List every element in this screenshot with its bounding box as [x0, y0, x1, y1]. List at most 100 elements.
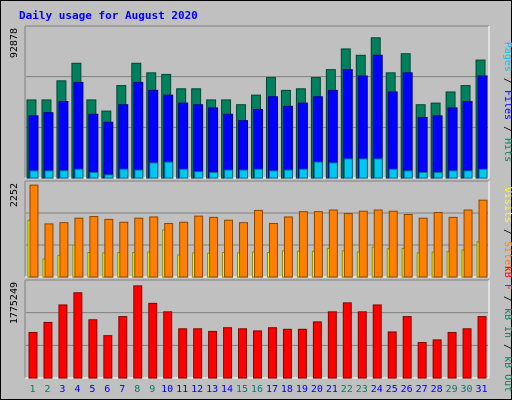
bar-kb-day-18	[282, 328, 292, 379]
day-label-9: 9	[149, 384, 155, 395]
bar-sites-day-26	[403, 213, 413, 278]
bar-files-day-18	[282, 105, 293, 179]
bar-kb-day-1	[28, 331, 38, 379]
bar-pages-day-4	[74, 168, 84, 179]
bar-kb-day-5	[88, 319, 98, 379]
bar-sites-day-19	[298, 211, 308, 278]
bar-sites-day-15	[239, 222, 249, 278]
day-label-26: 26	[401, 384, 413, 395]
bar-pages-day-8	[134, 169, 144, 179]
bar-kb-day-21	[327, 311, 337, 379]
bar-pages-day-22	[343, 158, 353, 179]
bar-pages-day-29	[448, 170, 458, 179]
bar-files-day-11	[178, 102, 189, 179]
bar-sites-day-20	[313, 211, 323, 278]
bar-kb-day-22	[342, 302, 352, 379]
day-label-2: 2	[44, 384, 50, 395]
legend-item-kb-f: kB F	[502, 266, 512, 290]
bar-files-day-1	[28, 115, 39, 179]
bar-pages-day-13	[209, 171, 219, 179]
day-label-10: 10	[161, 384, 173, 395]
bar-pages-day-1	[29, 170, 39, 179]
bar-kb-day-15	[238, 328, 248, 379]
bar-pages-day-11	[179, 168, 189, 179]
legend-separator: /	[502, 120, 512, 138]
day-label-19: 19	[296, 384, 308, 395]
bar-sites-day-7	[119, 221, 129, 278]
bar-files-day-2	[43, 112, 54, 179]
bar-pages-day-30	[463, 170, 473, 179]
bar-kb-day-16	[253, 330, 262, 379]
bar-sites-day-17	[268, 222, 278, 278]
bar-kb-day-14	[223, 327, 233, 379]
day-label-1: 1	[29, 384, 35, 395]
legend-item-kb-in: kB In	[502, 308, 512, 338]
bar-kb-day-29	[447, 331, 457, 379]
day-label-18: 18	[281, 384, 293, 395]
bar-files-day-19	[297, 102, 308, 179]
bar-kb-day-24	[372, 304, 382, 379]
y-max-label-2: 2252	[9, 183, 20, 207]
bar-sites-day-9	[149, 216, 159, 278]
bar-files-day-5	[88, 113, 99, 179]
day-label-21: 21	[326, 384, 338, 395]
bar-pages-day-18	[283, 169, 293, 179]
bar-files-day-27	[417, 116, 428, 179]
bar-files-day-17	[267, 96, 278, 179]
bar-sites-day-29	[448, 216, 458, 278]
bar-sites-day-25	[388, 210, 398, 278]
bar-kb-day-31	[477, 316, 487, 379]
legend-separator: /	[502, 223, 512, 241]
bar-sites-day-28	[433, 211, 443, 278]
day-label-4: 4	[74, 384, 80, 395]
bar-kb-day-25	[387, 331, 397, 379]
day-label-5: 5	[89, 384, 95, 395]
bar-kb-day-4	[73, 292, 83, 379]
bar-sites-day-23	[358, 210, 368, 278]
bar-kb-day-12	[193, 328, 203, 379]
bar-sites-day-14	[224, 219, 234, 278]
bar-kb-day-17	[267, 327, 277, 379]
bar-pages-day-5	[89, 171, 99, 179]
bar-pages-day-16	[254, 168, 263, 179]
bar-kb-day-19	[297, 328, 307, 379]
bar-pages-day-17	[268, 170, 278, 179]
bar-sites-day-30	[463, 209, 473, 278]
bar-files-day-14	[223, 113, 234, 179]
bar-files-day-3	[58, 101, 69, 179]
day-label-6: 6	[104, 384, 110, 395]
bar-sites-day-3	[59, 222, 69, 278]
day-label-23: 23	[356, 384, 368, 395]
bar-sites-day-5	[89, 216, 99, 278]
bar-pages-day-26	[403, 170, 413, 179]
bar-pages-day-28	[433, 171, 443, 179]
bar-kb-day-28	[432, 339, 442, 379]
chart-title: Daily usage for August 2020	[19, 9, 198, 22]
bar-sites-day-12	[194, 215, 204, 278]
legend-separator: /	[502, 290, 512, 308]
day-label-12: 12	[191, 384, 203, 395]
bar-pages-day-15	[239, 169, 249, 179]
day-label-29: 29	[446, 384, 458, 395]
bar-files-day-29	[447, 107, 458, 179]
bar-sites-day-24	[373, 209, 383, 278]
y-max-label-3: 1775249	[9, 282, 20, 324]
bar-pages-day-3	[59, 170, 69, 179]
y-max-label-1: 92878	[9, 28, 20, 58]
legend-1: Pages / Files / Hits	[502, 42, 512, 162]
bar-pages-day-27	[418, 171, 428, 179]
bar-sites-day-31	[478, 199, 488, 278]
bar-files-day-13	[208, 107, 219, 179]
day-label-27: 27	[416, 384, 428, 395]
bar-kb-day-2	[43, 321, 53, 379]
bar-files-day-28	[432, 115, 443, 179]
bar-sites-day-16	[254, 209, 263, 278]
day-label-11: 11	[176, 384, 188, 395]
bar-files-day-26	[402, 72, 413, 179]
bar-kb-day-13	[208, 330, 218, 379]
bar-sites-day-8	[134, 217, 144, 278]
bar-sites-day-10	[164, 222, 174, 278]
bar-pages-day-23	[358, 158, 368, 179]
